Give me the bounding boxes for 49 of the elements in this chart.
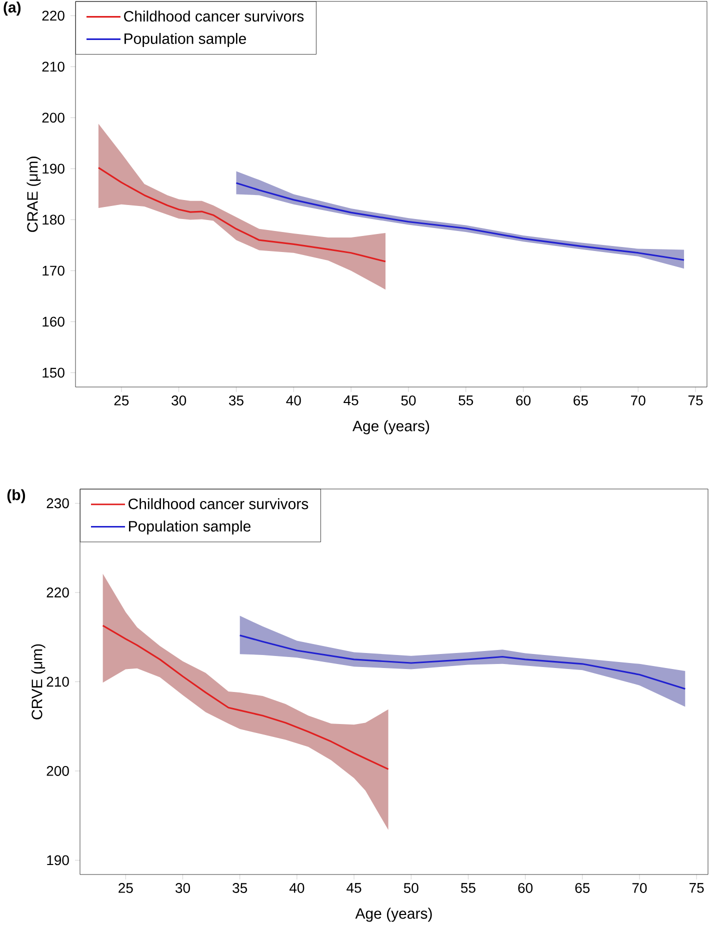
x-tick-label: 35 bbox=[232, 883, 248, 893]
x-tick-label: 60 bbox=[516, 396, 531, 406]
x-tick-label: 75 bbox=[688, 396, 703, 406]
legend-label: Childhood cancer survivors bbox=[128, 498, 308, 510]
line-series bbox=[235, 182, 685, 261]
x-tick-label: 45 bbox=[346, 883, 362, 893]
legend-label: Population sample bbox=[124, 32, 246, 47]
x-axis-title: Age (years) bbox=[352, 420, 430, 434]
legend-label: Childhood cancer survivors bbox=[124, 10, 304, 22]
x-tick-label: 40 bbox=[289, 883, 304, 893]
legend-label: Population sample bbox=[129, 520, 250, 535]
y-tick-label: 190 bbox=[47, 855, 69, 866]
x-tick-label: 65 bbox=[574, 396, 588, 406]
y-tick-label: 200 bbox=[46, 766, 69, 776]
y-tick-label: 220 bbox=[46, 588, 69, 598]
x-tick-label: 55 bbox=[458, 396, 474, 406]
x-tick-label: 70 bbox=[631, 396, 646, 406]
x-tick-label: 30 bbox=[176, 883, 190, 893]
y-tick-label: 220 bbox=[42, 10, 64, 21]
y-tick-label: 210 bbox=[42, 62, 64, 72]
y-tick-label: 170 bbox=[42, 266, 64, 276]
x-tick-label: 40 bbox=[286, 396, 301, 406]
y-axis-title: CRVE (μm) bbox=[31, 644, 46, 720]
y-tick-label: 160 bbox=[42, 316, 64, 327]
line-series bbox=[102, 624, 390, 770]
line-series bbox=[239, 634, 686, 690]
line-series bbox=[98, 166, 386, 262]
x-tick-label: 50 bbox=[401, 396, 416, 406]
y-tick-label: 180 bbox=[42, 214, 64, 225]
x-tick-label: 30 bbox=[172, 396, 186, 406]
x-tick-label: 70 bbox=[632, 883, 647, 893]
chart-title: (b) bbox=[7, 489, 26, 504]
chart-title: (a) bbox=[4, 2, 21, 16]
y-tick-label: 150 bbox=[42, 368, 64, 378]
x-tick-label: 75 bbox=[690, 883, 704, 893]
x-axis-title: Age (years) bbox=[355, 908, 432, 922]
x-tick-label: 50 bbox=[404, 883, 418, 893]
y-axis-title: CRAE (μm) bbox=[26, 156, 41, 232]
x-tick-label: 35 bbox=[228, 396, 244, 406]
y-tick-label: 200 bbox=[42, 112, 64, 123]
x-tick-label: 55 bbox=[460, 883, 476, 893]
y-tick-label: 190 bbox=[42, 164, 64, 174]
x-tick-label: 25 bbox=[114, 396, 129, 406]
x-tick-label: 60 bbox=[518, 883, 533, 893]
y-tick-label: 210 bbox=[46, 676, 69, 687]
x-tick-label: 25 bbox=[118, 883, 133, 893]
x-tick-label: 45 bbox=[344, 396, 358, 406]
y-tick-label: 230 bbox=[46, 498, 69, 508]
x-tick-label: 65 bbox=[575, 883, 590, 893]
